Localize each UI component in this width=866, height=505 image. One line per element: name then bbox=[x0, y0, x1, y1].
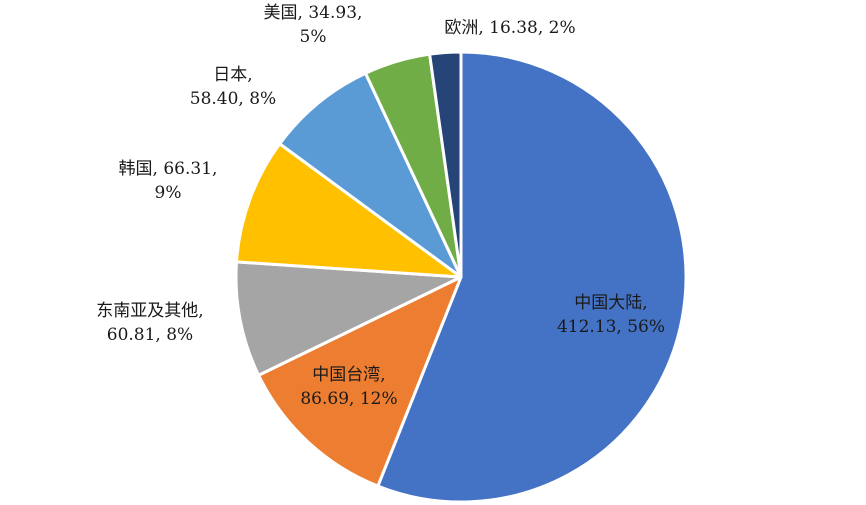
slice-label-5: 美国, 34.93, 5% bbox=[264, 3, 363, 47]
slice-label-line: 9% bbox=[155, 183, 182, 203]
pie-labels: 中国大陆, 412.13, 56% 中国台湾, 86.69, 12% 东南亚及其他, 60… bbox=[96, 3, 665, 409]
pie-slice-1 bbox=[257, 275, 463, 488]
slice-label-line: 日本, bbox=[213, 65, 252, 85]
pie-slice-2 bbox=[234, 260, 463, 377]
slice-label-line: 美国, 34.93, bbox=[264, 3, 363, 23]
slice-label-4: 日本, 58.40, 8% bbox=[190, 65, 276, 109]
pie-slice-6 bbox=[428, 50, 463, 279]
slice-label-line: 412.13, 56% bbox=[557, 317, 665, 337]
slice-label-line: 5% bbox=[300, 27, 327, 47]
pie-slice-4 bbox=[278, 71, 463, 279]
slice-label-2: 东南亚及其他, 60.81, 8% bbox=[96, 301, 203, 345]
pie-slice-3 bbox=[235, 142, 463, 279]
slice-label-line: 东南亚及其他, bbox=[96, 301, 203, 321]
pie-slices bbox=[234, 50, 688, 504]
slice-label-line: 韩国, 66.31, bbox=[119, 159, 218, 179]
slice-label-line: 中国大陆, bbox=[574, 293, 647, 313]
slice-label-3: 韩国, 66.31, 9% bbox=[119, 159, 218, 203]
slice-label-line: 60.81, 8% bbox=[107, 325, 193, 345]
slice-label-line: 欧洲, 16.38, 2% bbox=[444, 18, 575, 38]
slice-label-0: 中国大陆, 412.13, 56% bbox=[557, 293, 665, 337]
slice-label-1: 中国台湾, 86.69, 12% bbox=[300, 365, 397, 409]
slice-label-line: 中国台湾, bbox=[312, 365, 385, 385]
slice-label-6: 欧洲, 16.38, 2% bbox=[444, 18, 575, 38]
pie-slice-0 bbox=[376, 50, 688, 504]
slice-label-line: 58.40, 8% bbox=[190, 89, 276, 109]
slice-label-line: 86.69, 12% bbox=[300, 389, 397, 409]
